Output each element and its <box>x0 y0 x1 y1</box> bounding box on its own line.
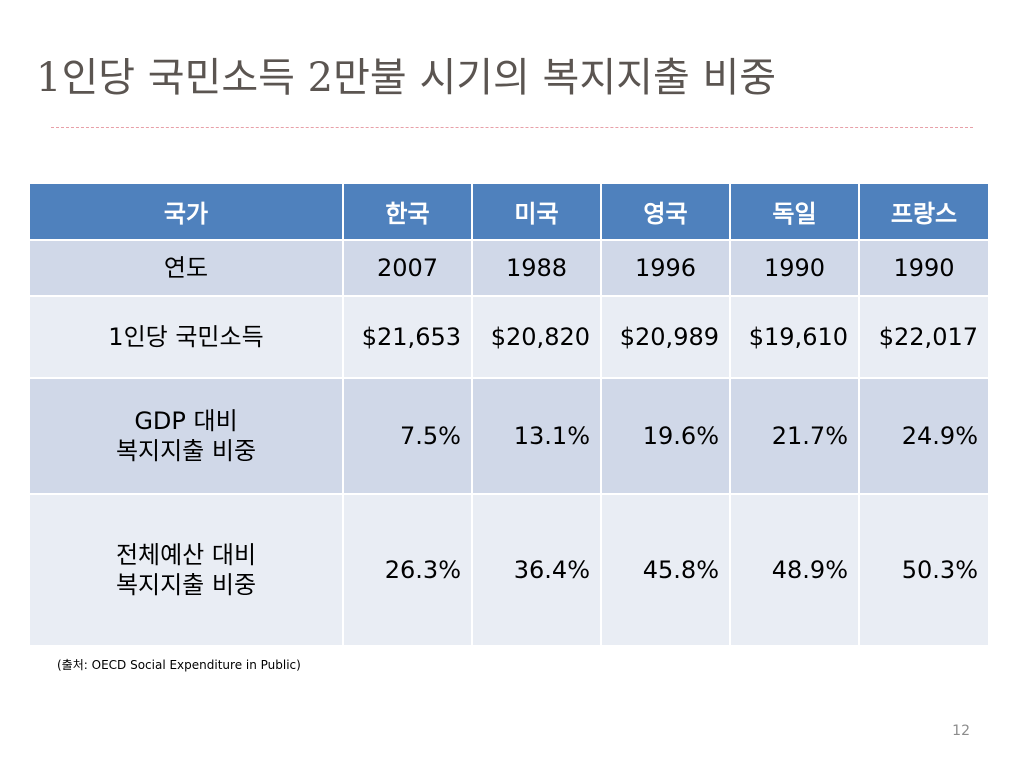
title-divider <box>51 127 973 128</box>
income-korea: $21,653 <box>342 295 473 379</box>
header-country-usa: 미국 <box>471 182 602 241</box>
table-row-gdp-share: GDP 대비 복지지출 비중 7.5% 13.1% 19.6% 21.7% 24… <box>28 377 990 495</box>
header-country-korea: 한국 <box>342 182 473 241</box>
row-label-line: 연도 <box>163 254 209 282</box>
header-country-germany: 독일 <box>729 182 860 241</box>
row-label-year: 연도 <box>28 239 344 297</box>
row-label-gdp-share: GDP 대비 복지지출 비중 <box>28 377 344 495</box>
budget-share-usa: 36.4% <box>471 493 602 647</box>
budget-share-uk: 45.8% <box>600 493 731 647</box>
year-france: 1990 <box>858 239 990 297</box>
year-korea: 2007 <box>342 239 473 297</box>
row-label-line: 1인당 국민소득 <box>108 323 264 351</box>
gdp-share-france: 24.9% <box>858 377 990 495</box>
source-note: (출처: OECD Social Expenditure in Public) <box>57 658 301 672</box>
table-row-year: 연도 2007 1988 1996 1990 1990 <box>28 239 990 297</box>
budget-share-france: 50.3% <box>858 493 990 647</box>
income-germany: $19,610 <box>729 295 860 379</box>
page-number: 12 <box>952 723 970 739</box>
income-uk: $20,989 <box>600 295 731 379</box>
income-usa: $20,820 <box>471 295 602 379</box>
budget-share-korea: 26.3% <box>342 493 473 647</box>
income-france: $22,017 <box>858 295 990 379</box>
row-label-income: 1인당 국민소득 <box>28 295 344 379</box>
table-row-income: 1인당 국민소득 $21,653 $20,820 $20,989 $19,610… <box>28 295 990 379</box>
row-label-line: 복지지출 비중 <box>115 571 257 599</box>
row-label-line: GDP 대비 <box>134 407 238 435</box>
welfare-spending-table: 국가 한국 미국 영국 독일 프랑스 연도 2007 1988 1996 199… <box>28 182 990 647</box>
row-label-line: 전체예산 대비 <box>115 541 257 569</box>
slide-title: 1인당 국민소득 2만불 시기의 복지지출 비중 <box>36 55 777 101</box>
header-country-label: 국가 <box>28 182 344 241</box>
gdp-share-uk: 19.6% <box>600 377 731 495</box>
gdp-share-usa: 13.1% <box>471 377 602 495</box>
table-row-budget-share: 전체예산 대비 복지지출 비중 26.3% 36.4% 45.8% 48.9% … <box>28 493 990 647</box>
table-header-row: 국가 한국 미국 영국 독일 프랑스 <box>28 182 990 241</box>
year-usa: 1988 <box>471 239 602 297</box>
header-country-uk: 영국 <box>600 182 731 241</box>
year-uk: 1996 <box>600 239 731 297</box>
row-label-budget-share: 전체예산 대비 복지지출 비중 <box>28 493 344 647</box>
year-germany: 1990 <box>729 239 860 297</box>
budget-share-germany: 48.9% <box>729 493 860 647</box>
gdp-share-korea: 7.5% <box>342 377 473 495</box>
gdp-share-germany: 21.7% <box>729 377 860 495</box>
header-country-france: 프랑스 <box>858 182 990 241</box>
row-label-line: 복지지출 비중 <box>115 437 257 465</box>
